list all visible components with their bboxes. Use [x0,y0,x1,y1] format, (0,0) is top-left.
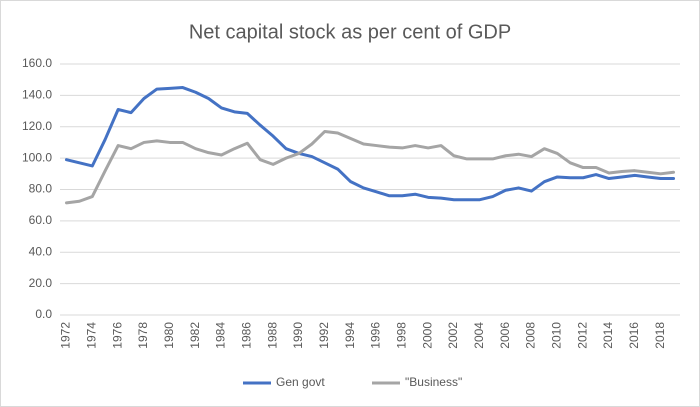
x-tick-label: 2016 [627,322,641,349]
x-tick-label: 1984 [214,322,228,349]
y-tick-label: 140.0 [22,88,52,102]
x-tick-label: 1998 [394,322,408,349]
x-tick-label: 1976 [110,322,124,349]
y-tick-label: 160.0 [22,56,52,70]
x-tick-label: 1974 [84,322,98,349]
x-tick-label: 2010 [549,322,563,349]
y-tick-label: 100.0 [22,150,52,164]
x-tick-label: 1978 [136,322,150,349]
x-tick-label: 1980 [162,322,176,349]
x-tick-label: 2008 [524,322,538,349]
y-tick-label: 40.0 [29,244,53,258]
x-tick-label: 1982 [188,322,202,349]
y-tick-label: 0.0 [35,307,52,321]
x-tick-label: 2018 [653,322,667,349]
x-tick-label: 1986 [239,322,253,349]
x-tick-label: 2000 [420,322,434,349]
series-line [64,129,676,205]
y-tick-label: 80.0 [29,182,53,196]
series-line [64,86,676,202]
x-tick-label: 1994 [343,322,357,349]
y-tick-label: 20.0 [29,276,53,290]
x-tick-label: 1972 [59,322,73,349]
x-tick-label: 2014 [601,322,615,349]
x-tick-label: 2006 [498,322,512,349]
x-tick-label: 2004 [472,322,486,349]
x-tick-label: 2012 [575,322,589,349]
legend-label: Gen govt [276,375,325,389]
x-tick-label: 1992 [317,322,331,349]
legend-label: "Business" [405,375,462,389]
x-tick-label: 1996 [369,322,383,349]
y-tick-label: 120.0 [22,119,52,133]
x-tick-label: 2002 [446,322,460,349]
chart-title: Net capital stock as per cent of GDP [189,21,511,43]
y-tick-label: 60.0 [29,213,53,227]
x-tick-label: 1990 [291,322,305,349]
x-tick-label: 1988 [265,322,279,349]
